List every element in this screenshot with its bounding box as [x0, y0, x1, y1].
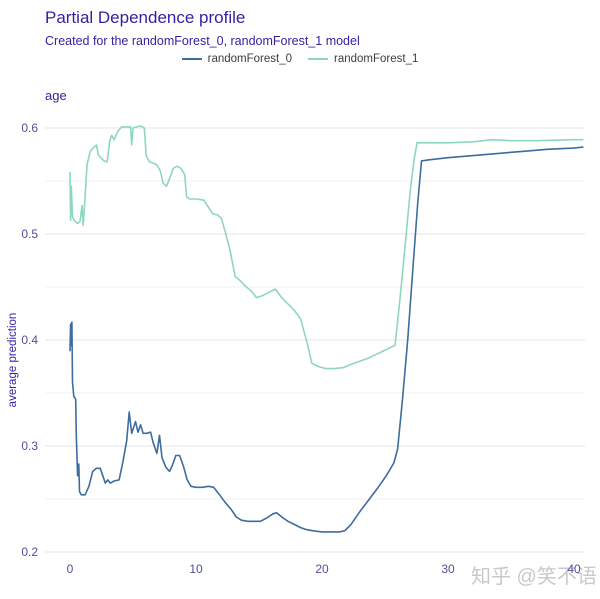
y-tick-label: 0.6: [21, 121, 38, 135]
legend-item-randomForest-0: randomForest_0: [181, 53, 292, 65]
legend-key-line-icon: [308, 58, 328, 60]
y-axis-title: average prediction: [7, 312, 19, 408]
x-tick-label: 10: [189, 562, 203, 576]
series-line-randomForest_1: [69, 125, 584, 370]
watermark: 知乎 @笑不语: [471, 566, 597, 588]
page-title: Partial Dependence profile: [45, 8, 246, 27]
facet-label: age: [45, 88, 67, 103]
legend-key-line-icon: [181, 58, 202, 60]
y-tick-label: 0.2: [21, 545, 38, 559]
x-tick-label: 30: [441, 562, 455, 576]
y-tick-label: 0.5: [21, 227, 38, 241]
series-line-randomForest_0: [69, 146, 584, 533]
x-tick-label: 40: [567, 562, 581, 576]
y-tick-label: 0.4: [21, 333, 38, 347]
y-tick-label: 0.3: [21, 439, 38, 453]
legend-item-randomForest-1: randomForest_1: [308, 53, 418, 65]
x-tick-label: 20: [315, 562, 329, 576]
legend-label: randomForest_0: [207, 53, 292, 65]
legend: randomForest_0 randomForest_1: [0, 53, 600, 65]
chart-subtitle: Created for the randomForest_0, randomFo…: [45, 34, 360, 48]
legend-label: randomForest_1: [334, 53, 419, 65]
x-tick-label: 0: [67, 562, 74, 576]
